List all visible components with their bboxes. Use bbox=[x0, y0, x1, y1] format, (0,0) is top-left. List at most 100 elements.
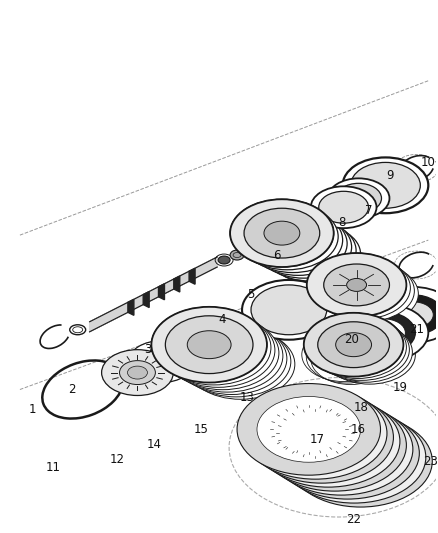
Text: 16: 16 bbox=[351, 423, 366, 436]
Ellipse shape bbox=[171, 320, 283, 392]
Ellipse shape bbox=[276, 408, 380, 474]
Ellipse shape bbox=[244, 208, 320, 258]
Ellipse shape bbox=[318, 322, 389, 368]
Text: 21: 21 bbox=[409, 323, 424, 336]
Ellipse shape bbox=[128, 341, 194, 383]
Ellipse shape bbox=[237, 384, 381, 475]
Text: 11: 11 bbox=[45, 461, 60, 474]
Ellipse shape bbox=[283, 413, 386, 478]
Ellipse shape bbox=[324, 264, 389, 306]
Ellipse shape bbox=[309, 429, 412, 494]
Ellipse shape bbox=[262, 220, 356, 281]
Polygon shape bbox=[174, 276, 180, 292]
Ellipse shape bbox=[180, 325, 265, 381]
Ellipse shape bbox=[350, 163, 420, 208]
Ellipse shape bbox=[319, 260, 414, 321]
Text: 7: 7 bbox=[365, 204, 372, 217]
Ellipse shape bbox=[342, 274, 401, 313]
Ellipse shape bbox=[307, 253, 406, 317]
Ellipse shape bbox=[328, 328, 396, 372]
Ellipse shape bbox=[256, 216, 352, 278]
Ellipse shape bbox=[270, 405, 374, 470]
Ellipse shape bbox=[230, 199, 334, 267]
Ellipse shape bbox=[175, 322, 261, 378]
Polygon shape bbox=[189, 268, 195, 284]
Ellipse shape bbox=[328, 179, 389, 218]
Ellipse shape bbox=[319, 322, 412, 382]
Ellipse shape bbox=[218, 256, 230, 264]
Polygon shape bbox=[128, 300, 134, 316]
Ellipse shape bbox=[338, 334, 401, 375]
Ellipse shape bbox=[242, 280, 336, 340]
Ellipse shape bbox=[325, 264, 418, 324]
Ellipse shape bbox=[152, 307, 267, 383]
Ellipse shape bbox=[161, 313, 275, 387]
Ellipse shape bbox=[296, 421, 399, 486]
Ellipse shape bbox=[270, 225, 338, 269]
Ellipse shape bbox=[166, 316, 253, 374]
Ellipse shape bbox=[230, 250, 244, 260]
Ellipse shape bbox=[323, 325, 392, 369]
Text: 8: 8 bbox=[338, 216, 345, 229]
Ellipse shape bbox=[304, 313, 403, 377]
Ellipse shape bbox=[307, 253, 406, 317]
Ellipse shape bbox=[127, 366, 148, 379]
Ellipse shape bbox=[352, 312, 415, 354]
Ellipse shape bbox=[263, 399, 406, 491]
Ellipse shape bbox=[290, 416, 393, 482]
Text: 15: 15 bbox=[194, 423, 208, 436]
Ellipse shape bbox=[251, 213, 324, 261]
Text: 10: 10 bbox=[421, 156, 436, 169]
Ellipse shape bbox=[156, 310, 271, 385]
Ellipse shape bbox=[166, 317, 279, 390]
Ellipse shape bbox=[276, 229, 342, 272]
Ellipse shape bbox=[250, 212, 347, 276]
Ellipse shape bbox=[170, 319, 257, 376]
Ellipse shape bbox=[200, 338, 281, 390]
Ellipse shape bbox=[264, 221, 333, 266]
Ellipse shape bbox=[257, 216, 328, 264]
Ellipse shape bbox=[181, 326, 291, 397]
Ellipse shape bbox=[318, 322, 389, 368]
Ellipse shape bbox=[264, 221, 300, 245]
Ellipse shape bbox=[343, 157, 428, 213]
Ellipse shape bbox=[336, 271, 397, 311]
Text: 23: 23 bbox=[423, 455, 438, 468]
Ellipse shape bbox=[251, 285, 327, 335]
Ellipse shape bbox=[339, 304, 428, 361]
Text: 9: 9 bbox=[387, 169, 394, 182]
Text: 18: 18 bbox=[354, 401, 369, 414]
Ellipse shape bbox=[309, 316, 406, 378]
Ellipse shape bbox=[314, 319, 410, 381]
Ellipse shape bbox=[187, 331, 231, 359]
Ellipse shape bbox=[243, 208, 343, 272]
Ellipse shape bbox=[314, 285, 344, 305]
Ellipse shape bbox=[304, 313, 403, 377]
Ellipse shape bbox=[102, 350, 173, 395]
Ellipse shape bbox=[371, 287, 438, 343]
Text: 6: 6 bbox=[273, 248, 281, 262]
Ellipse shape bbox=[244, 208, 320, 258]
Text: 13: 13 bbox=[240, 391, 254, 404]
Ellipse shape bbox=[324, 264, 389, 306]
Text: 4: 4 bbox=[219, 313, 226, 326]
Ellipse shape bbox=[362, 319, 406, 346]
Ellipse shape bbox=[244, 387, 387, 479]
Ellipse shape bbox=[237, 204, 338, 270]
Ellipse shape bbox=[393, 302, 433, 328]
Ellipse shape bbox=[307, 281, 350, 309]
Ellipse shape bbox=[336, 183, 381, 213]
Text: 1: 1 bbox=[29, 403, 37, 416]
Ellipse shape bbox=[289, 415, 432, 507]
Ellipse shape bbox=[186, 329, 295, 399]
Ellipse shape bbox=[283, 233, 346, 275]
Ellipse shape bbox=[302, 424, 406, 490]
Text: 5: 5 bbox=[247, 288, 254, 301]
Ellipse shape bbox=[384, 295, 438, 335]
Ellipse shape bbox=[152, 307, 267, 383]
Ellipse shape bbox=[324, 325, 415, 384]
Text: 19: 19 bbox=[393, 381, 408, 394]
Ellipse shape bbox=[257, 397, 360, 462]
Ellipse shape bbox=[319, 191, 368, 223]
Ellipse shape bbox=[264, 400, 367, 466]
